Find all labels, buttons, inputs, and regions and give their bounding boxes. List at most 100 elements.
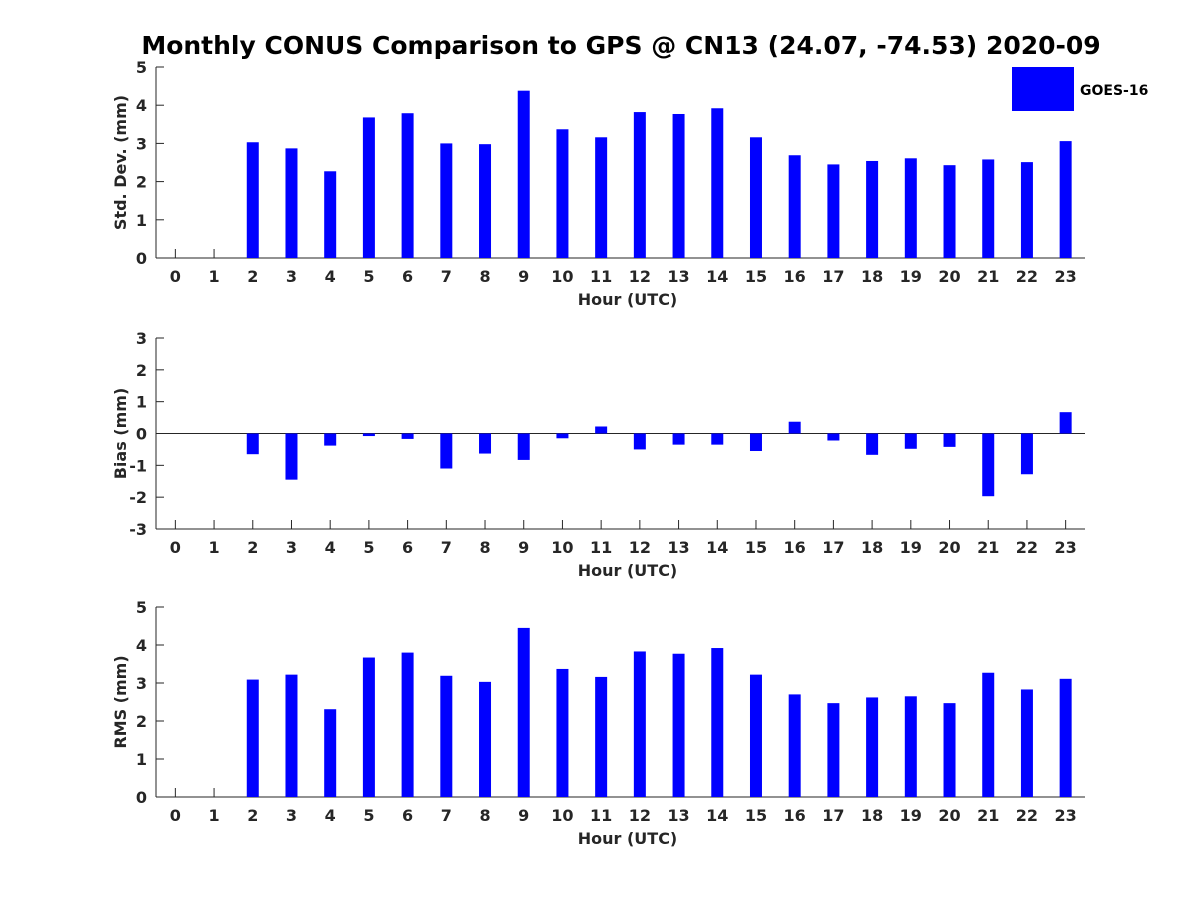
x-tick-label: 16 [784,538,806,557]
bar [285,148,298,258]
bar [556,668,569,797]
bar [904,158,917,258]
x-tick-label: 8 [479,538,490,557]
bar [866,433,879,455]
y-axis-label: RMS (mm) [111,655,130,748]
x-tick-label: 0 [170,267,181,286]
x-tick-label: 5 [363,806,374,825]
x-tick-label: 13 [667,538,689,557]
bar [517,433,530,460]
chart-title: Monthly CONUS Comparison to GPS @ CN13 (… [141,31,1100,60]
bar [595,426,608,434]
bar [1020,433,1033,475]
bar [324,433,337,446]
x-tick-label: 11 [590,538,612,557]
bar [324,171,337,258]
x-tick-label: 15 [745,538,767,557]
x-tick-label: 10 [551,806,573,825]
legend-swatch [1012,67,1074,111]
x-tick-label: 7 [441,267,452,286]
bar [982,159,995,258]
x-tick-label: 22 [1016,806,1038,825]
bar [595,676,608,797]
x-tick-label: 10 [551,538,573,557]
y-tick-label: 3 [136,134,147,153]
x-tick-label: 8 [479,267,490,286]
x-axis-label: Hour (UTC) [578,561,678,580]
legend-label: GOES-16 [1080,83,1148,99]
bar [440,143,453,258]
x-axis-label: Hour (UTC) [578,290,678,309]
y-axis-label: Bias (mm) [111,388,130,480]
x-tick-label: 11 [590,267,612,286]
x-tick-label: 1 [208,538,219,557]
y-tick-label: 0 [136,425,147,444]
y-tick-label: 2 [136,173,147,192]
bar [324,709,337,797]
bar [440,433,453,469]
bar [788,421,801,434]
x-tick-label: 2 [247,267,258,286]
x-tick-label: 7 [441,806,452,825]
x-tick-label: 22 [1016,267,1038,286]
x-tick-label: 21 [977,267,999,286]
x-tick-label: 12 [629,806,651,825]
x-tick-label: 13 [667,267,689,286]
bar [1059,141,1072,258]
x-tick-label: 21 [977,538,999,557]
bar [749,433,762,452]
bar [401,652,414,797]
bar [1059,412,1072,434]
y-axis-label: Std. Dev. (mm) [111,95,130,230]
bar [672,653,685,797]
y-tick-label: 2 [136,712,147,731]
bar [440,675,453,797]
x-tick-label: 5 [363,538,374,557]
bar [362,117,375,258]
bar [827,433,840,441]
x-tick-label: 1 [208,806,219,825]
bar [943,433,956,447]
x-tick-label: 17 [822,267,844,286]
x-tick-label: 16 [784,806,806,825]
x-tick-label: 19 [900,806,922,825]
y-tick-label: 2 [136,361,147,380]
x-tick-label: 0 [170,806,181,825]
bar [246,433,259,455]
x-tick-label: 15 [745,806,767,825]
x-tick-label: 14 [706,267,728,286]
x-tick-label: 9 [518,806,529,825]
bar [1059,678,1072,797]
bar [401,113,414,258]
bar [633,651,646,797]
bar [672,113,685,259]
x-tick-label: 19 [900,538,922,557]
bar [1020,162,1033,258]
x-tick-label: 20 [938,267,960,286]
bar [788,155,801,258]
bar [633,433,646,450]
x-tick-label: 17 [822,538,844,557]
bar [479,433,492,454]
bar [982,433,995,497]
bar [246,142,259,258]
x-tick-label: 6 [402,538,413,557]
bar [788,694,801,797]
bar [982,672,995,797]
x-tick-label: 20 [938,538,960,557]
y-tick-label: -2 [129,488,147,507]
x-tick-label: 9 [518,267,529,286]
bar [633,112,646,259]
y-tick-label: -3 [129,520,147,539]
x-tick-label: 3 [286,267,297,286]
bar [285,433,298,480]
x-tick-label: 6 [402,806,413,825]
bar [904,433,917,449]
bar [943,703,956,797]
x-tick-label: 18 [861,538,883,557]
bar [556,129,569,258]
x-tick-label: 6 [402,267,413,286]
bar [904,696,917,797]
